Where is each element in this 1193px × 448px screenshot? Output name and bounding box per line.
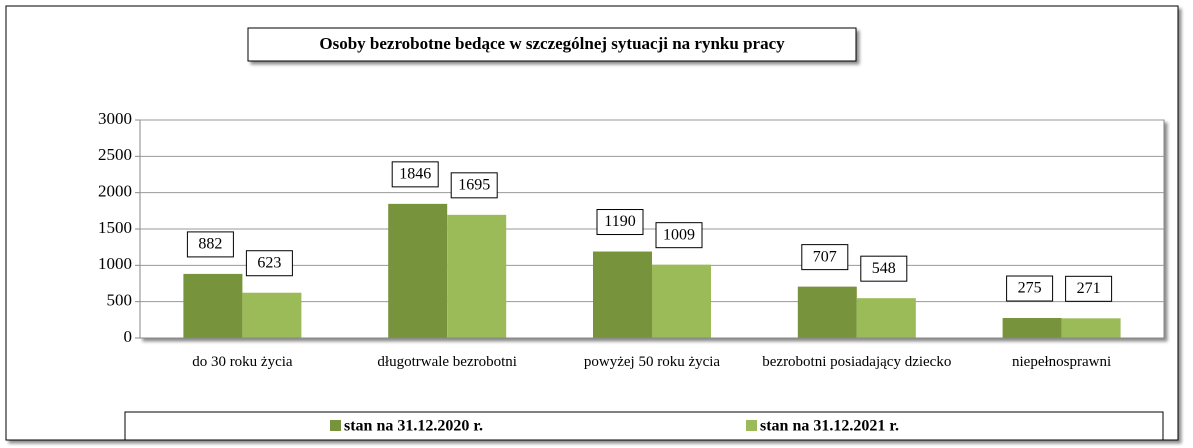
y-tick-label: 3000 xyxy=(98,109,132,128)
bar xyxy=(593,251,652,338)
x-tick-label: niepełnosprawni xyxy=(1012,354,1112,370)
legend-swatch xyxy=(746,420,757,431)
legend-box xyxy=(124,411,1164,441)
value-label: 275 xyxy=(1018,280,1042,297)
x-tick-label: powyżej 50 roku życia xyxy=(583,354,721,370)
y-tick-label: 2500 xyxy=(98,145,132,164)
value-label: 1846 xyxy=(399,166,431,183)
value-label: 1695 xyxy=(458,177,490,194)
value-label: 1190 xyxy=(604,213,635,230)
value-label: 623 xyxy=(257,254,281,271)
y-tick-label: 500 xyxy=(107,291,133,310)
value-label-box xyxy=(245,250,293,277)
value-label: 548 xyxy=(872,260,896,277)
bar xyxy=(652,264,711,338)
y-tick-label: 1500 xyxy=(98,218,132,237)
legend-label: stan na 31.12.2020 r. xyxy=(344,418,483,435)
value-label-box xyxy=(801,244,849,271)
value-label: 1009 xyxy=(663,226,695,243)
y-tick-label: 1000 xyxy=(98,254,132,273)
value-label-box xyxy=(596,209,644,236)
bar xyxy=(797,286,857,338)
value-label-box xyxy=(450,172,498,199)
legend-label: stan na 31.12.2021 r. xyxy=(760,418,899,435)
x-tick-label: długotrwale bezrobotni xyxy=(377,354,517,370)
y-tick-label: 0 xyxy=(124,327,133,346)
legend-swatch xyxy=(330,420,341,431)
bar xyxy=(1061,318,1121,338)
bar xyxy=(242,292,302,338)
value-label-box xyxy=(860,255,908,282)
value-label-box xyxy=(1006,275,1054,302)
value-label-box xyxy=(1065,275,1113,302)
value-label-box xyxy=(655,222,703,249)
value-label-box xyxy=(186,231,234,258)
x-tick-label: bezrobotni posiadający dziecko xyxy=(762,354,952,370)
y-tick-label: 2000 xyxy=(98,182,132,201)
x-tick-label: do 30 roku życia xyxy=(192,354,293,370)
title-box xyxy=(247,27,857,62)
bar xyxy=(447,214,507,338)
bar xyxy=(856,298,916,338)
value-label-box xyxy=(391,161,439,188)
bar xyxy=(183,273,243,338)
value-label: 271 xyxy=(1077,280,1101,297)
chart-title: Osoby bezrobotne bedące w szczególnej sy… xyxy=(319,34,785,53)
value-label: 882 xyxy=(198,236,222,253)
bar xyxy=(1002,318,1062,338)
bar xyxy=(388,203,448,338)
value-label: 707 xyxy=(813,248,837,265)
